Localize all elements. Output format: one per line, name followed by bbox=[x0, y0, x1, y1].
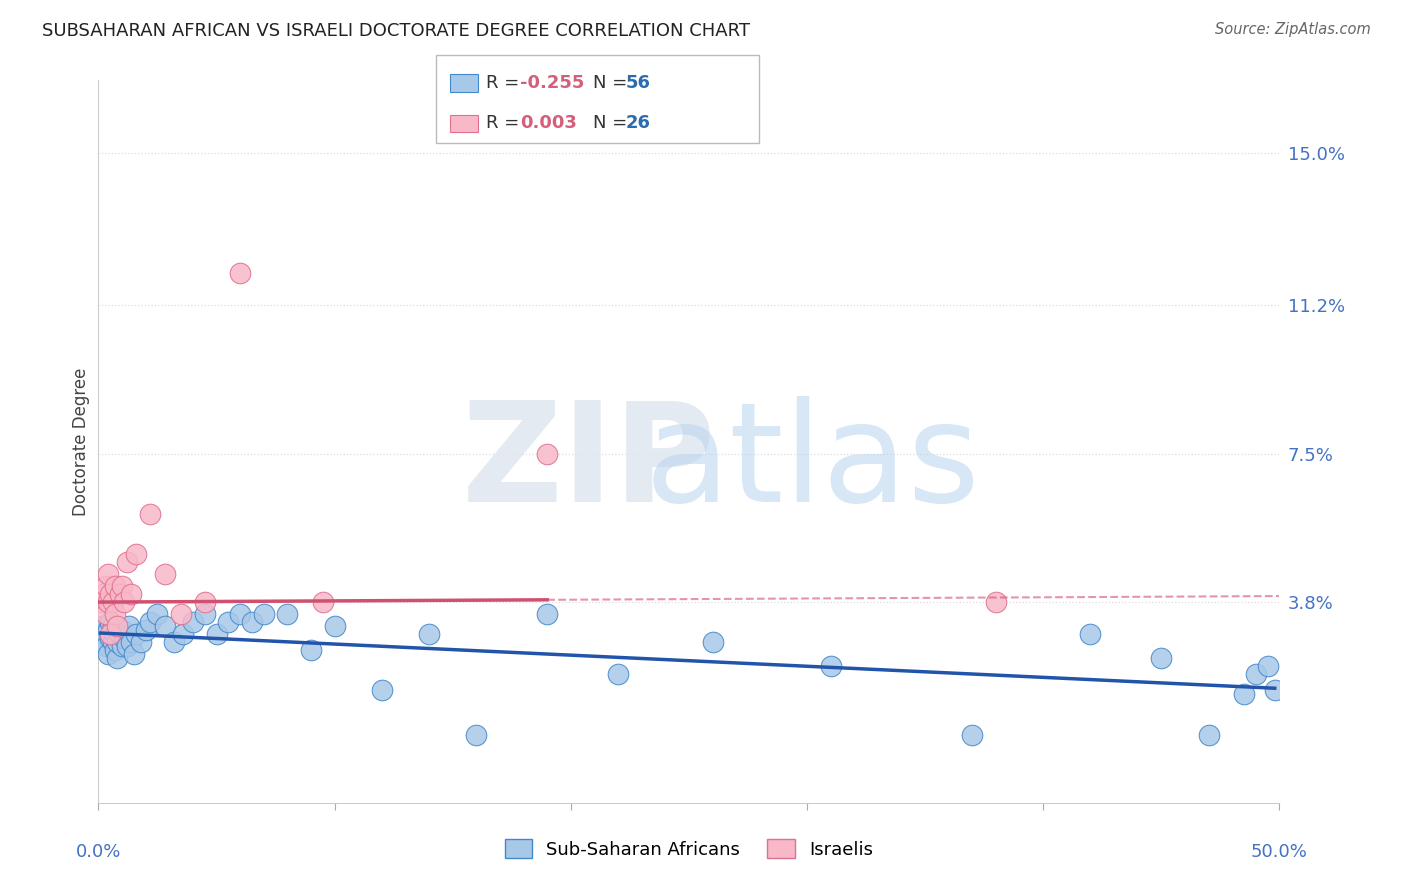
Point bbox=[90, 627, 112, 641]
Point bbox=[536, 447, 558, 461]
Point bbox=[139, 615, 162, 630]
Point bbox=[1257, 659, 1279, 673]
Point bbox=[104, 643, 127, 657]
Point bbox=[1198, 728, 1220, 742]
Point bbox=[125, 627, 148, 641]
Point bbox=[115, 639, 138, 653]
Point bbox=[111, 623, 134, 637]
Text: -0.255: -0.255 bbox=[520, 74, 585, 92]
Point bbox=[94, 607, 117, 622]
Point bbox=[121, 635, 143, 649]
Point bbox=[371, 683, 394, 698]
Point bbox=[91, 619, 114, 633]
Point bbox=[217, 615, 239, 630]
Point bbox=[229, 266, 252, 280]
Point bbox=[181, 615, 204, 630]
Point bbox=[984, 595, 1007, 609]
Point bbox=[98, 615, 121, 630]
Point bbox=[465, 728, 488, 742]
Point bbox=[108, 627, 131, 641]
Point bbox=[121, 587, 143, 601]
Point bbox=[1244, 667, 1267, 681]
Text: R =: R = bbox=[486, 74, 526, 92]
Text: 26: 26 bbox=[626, 114, 651, 133]
Point bbox=[229, 607, 252, 622]
Point bbox=[104, 627, 127, 641]
Text: Source: ZipAtlas.com: Source: ZipAtlas.com bbox=[1215, 22, 1371, 37]
Point bbox=[1264, 683, 1286, 698]
Point bbox=[104, 607, 127, 622]
Text: N =: N = bbox=[593, 114, 633, 133]
Point bbox=[112, 595, 135, 609]
Point bbox=[962, 728, 984, 742]
Point bbox=[97, 567, 120, 582]
Point bbox=[91, 587, 114, 601]
Point bbox=[276, 607, 298, 622]
Point bbox=[97, 648, 120, 662]
Point bbox=[135, 623, 157, 637]
Point bbox=[101, 619, 124, 633]
Text: 50.0%: 50.0% bbox=[1251, 843, 1308, 861]
Text: atlas: atlas bbox=[645, 396, 981, 531]
Point bbox=[170, 607, 193, 622]
Point bbox=[253, 607, 276, 622]
Point bbox=[98, 627, 121, 641]
Point bbox=[172, 627, 194, 641]
Point bbox=[101, 595, 124, 609]
Point bbox=[118, 619, 141, 633]
Point bbox=[153, 619, 176, 633]
Point bbox=[139, 507, 162, 521]
Point bbox=[153, 567, 176, 582]
Point bbox=[702, 635, 724, 649]
Legend: Sub-Saharan Africans, Israelis: Sub-Saharan Africans, Israelis bbox=[498, 832, 880, 866]
Point bbox=[323, 619, 346, 633]
Point bbox=[101, 635, 124, 649]
Point bbox=[105, 619, 128, 633]
Point bbox=[146, 607, 169, 622]
Point bbox=[91, 635, 114, 649]
Point bbox=[98, 587, 121, 601]
Text: R =: R = bbox=[486, 114, 526, 133]
Text: SUBSAHARAN AFRICAN VS ISRAELI DOCTORATE DEGREE CORRELATION CHART: SUBSAHARAN AFRICAN VS ISRAELI DOCTORATE … bbox=[42, 22, 751, 40]
Point bbox=[163, 635, 186, 649]
Point bbox=[129, 635, 152, 649]
Point bbox=[105, 651, 128, 665]
Point bbox=[122, 648, 145, 662]
Point bbox=[111, 579, 134, 593]
Point bbox=[194, 607, 217, 622]
Point bbox=[98, 632, 121, 646]
Point bbox=[299, 643, 322, 657]
Point bbox=[205, 627, 228, 641]
Text: N =: N = bbox=[593, 74, 633, 92]
Point bbox=[94, 639, 117, 653]
Point bbox=[111, 639, 134, 653]
Point bbox=[1233, 687, 1256, 701]
Point bbox=[125, 547, 148, 561]
Point bbox=[536, 607, 558, 622]
Point bbox=[90, 595, 112, 609]
Point bbox=[115, 555, 138, 569]
Point bbox=[194, 595, 217, 609]
Point bbox=[112, 632, 135, 646]
Point bbox=[104, 579, 127, 593]
Point bbox=[1080, 627, 1102, 641]
Point bbox=[94, 627, 117, 641]
Point bbox=[97, 623, 120, 637]
Point bbox=[820, 659, 842, 673]
Point bbox=[108, 587, 131, 601]
Point bbox=[97, 595, 120, 609]
Text: 0.0%: 0.0% bbox=[76, 843, 121, 861]
Point bbox=[1150, 651, 1173, 665]
Point bbox=[418, 627, 440, 641]
Y-axis label: Doctorate Degree: Doctorate Degree bbox=[72, 368, 90, 516]
Point bbox=[607, 667, 630, 681]
Text: ZIP: ZIP bbox=[461, 396, 716, 531]
Point bbox=[240, 615, 263, 630]
Point bbox=[312, 595, 335, 609]
Point bbox=[94, 579, 117, 593]
Text: 56: 56 bbox=[626, 74, 651, 92]
Text: 0.003: 0.003 bbox=[520, 114, 576, 133]
Point bbox=[105, 635, 128, 649]
